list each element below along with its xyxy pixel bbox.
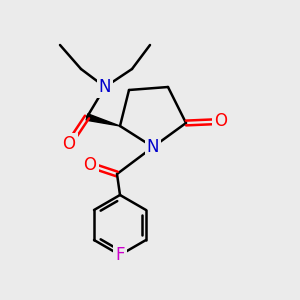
Text: O: O [83,156,97,174]
Text: N: N [99,78,111,96]
Text: O: O [62,135,76,153]
Text: F: F [115,246,125,264]
Text: O: O [214,112,227,130]
Polygon shape [86,114,120,126]
Text: N: N [147,138,159,156]
